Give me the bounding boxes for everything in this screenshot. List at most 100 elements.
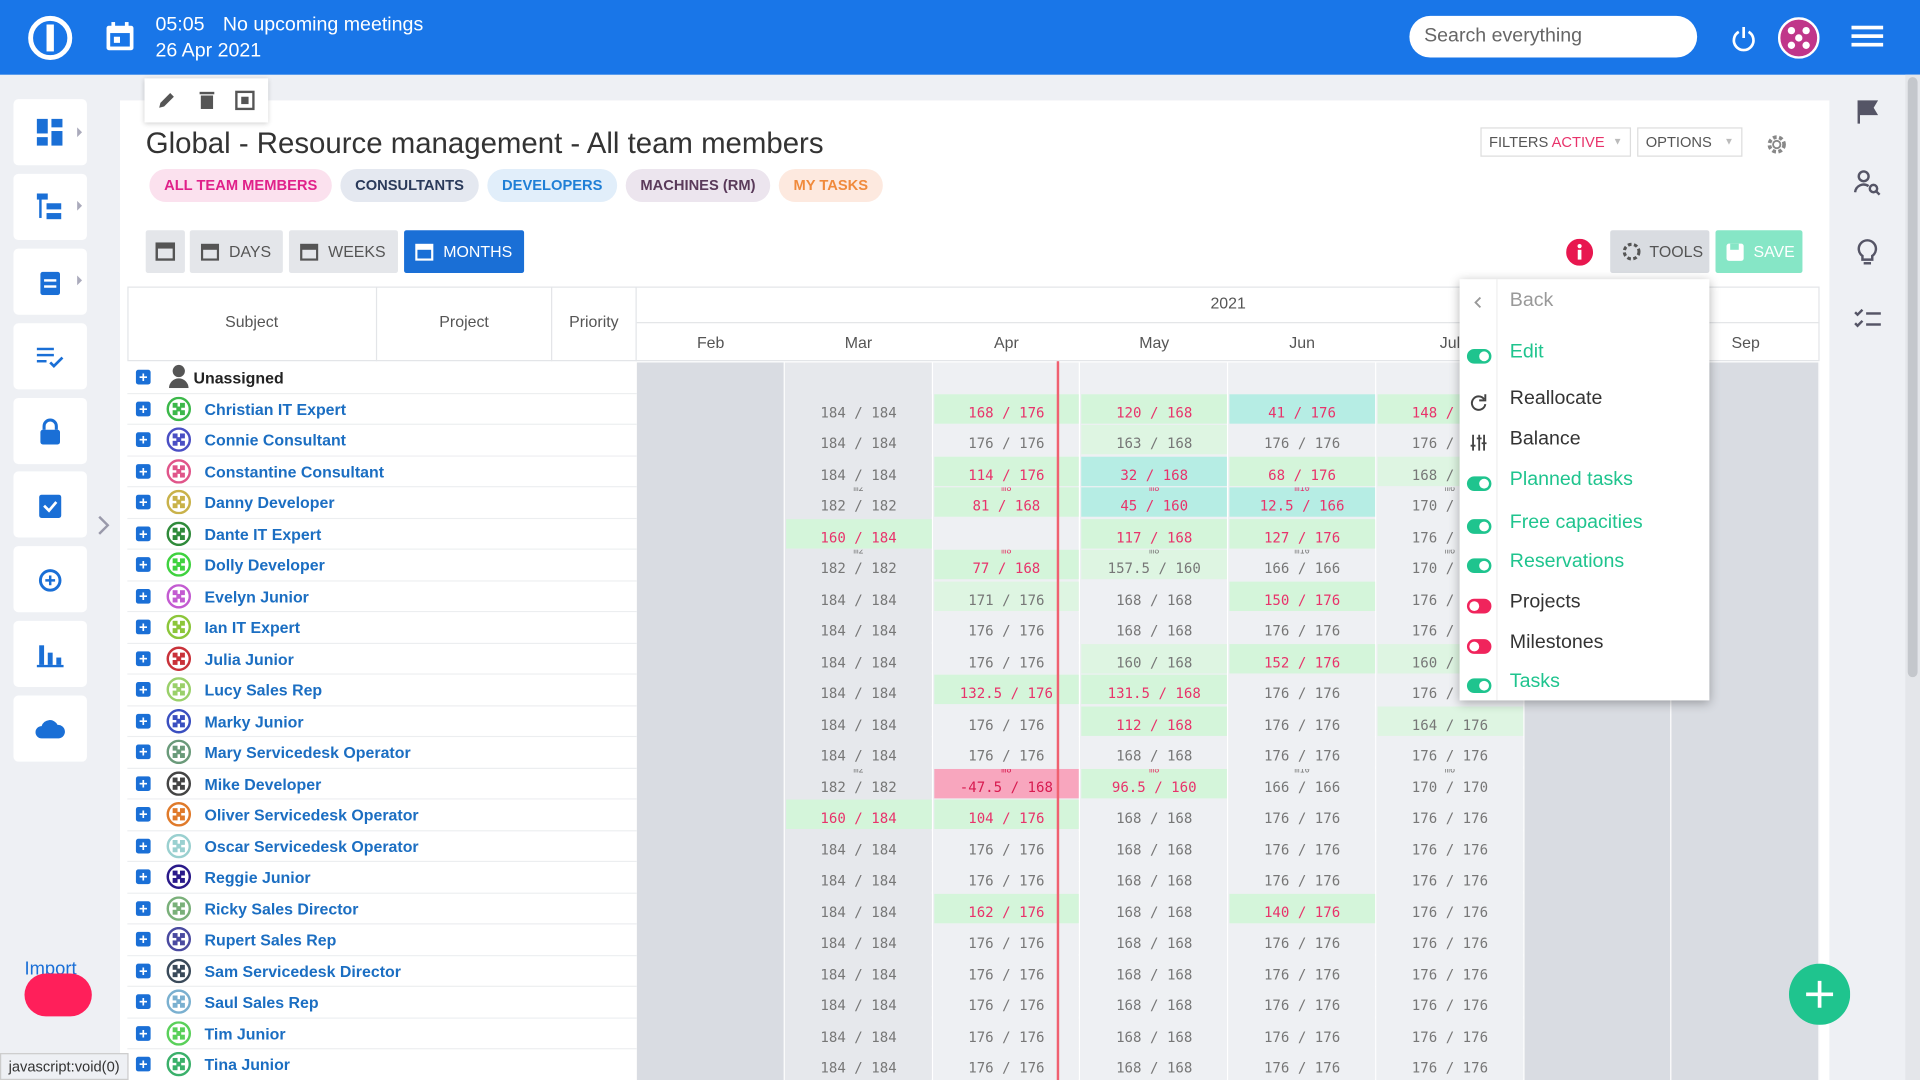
logo[interactable] — [27, 15, 74, 62]
filter-tab[interactable]: MY TASKS — [778, 168, 883, 203]
member-name[interactable]: Ricky Sales Director — [204, 899, 359, 918]
expand-button[interactable]: + — [135, 806, 151, 822]
member-name[interactable]: Marky Junior — [204, 712, 304, 731]
expand-button[interactable]: + — [135, 713, 151, 728]
power-icon[interactable] — [1730, 24, 1757, 52]
add-button[interactable] — [1788, 963, 1851, 1025]
search-box[interactable]: Search everything — [1409, 15, 1698, 58]
nav-checklist[interactable] — [13, 323, 87, 390]
nav-reports[interactable] — [13, 620, 87, 687]
expand-button[interactable]: + — [135, 682, 151, 697]
expand-button[interactable]: + — [135, 775, 151, 790]
member-name[interactable]: Tina Junior — [204, 1055, 290, 1074]
menu-item[interactable]: Planned tasks — [1509, 468, 1633, 490]
member-name[interactable]: Rupert Sales Rep — [204, 930, 337, 949]
member-name[interactable]: Tim Junior — [204, 1024, 286, 1043]
nav-projects[interactable] — [13, 173, 87, 240]
member-name[interactable]: Mike Developer — [204, 774, 322, 793]
expand-button[interactable]: + — [135, 900, 151, 916]
member-name[interactable]: Evelyn Junior — [204, 587, 309, 606]
nav-alarm[interactable] — [13, 546, 87, 613]
view-button[interactable]: DAYS — [189, 230, 284, 274]
menu-back[interactable]: Back — [1509, 290, 1554, 312]
nav-tasks[interactable] — [13, 248, 87, 315]
member-name[interactable]: Sam Servicedesk Director — [204, 961, 401, 981]
calendar-button[interactable] — [145, 230, 185, 274]
expand-button[interactable]: + — [135, 931, 151, 947]
calendar-icon[interactable] — [104, 21, 136, 53]
menu-item[interactable]: Free capacities — [1509, 511, 1643, 533]
expand-button[interactable]: + — [135, 963, 151, 978]
member-name[interactable]: Dante IT Expert — [204, 524, 322, 544]
settings-icon[interactable] — [1766, 133, 1788, 155]
toggle[interactable] — [1466, 678, 1492, 694]
toggle[interactable] — [1466, 519, 1492, 534]
member-name[interactable]: Ian IT Expert — [204, 618, 301, 637]
member-name[interactable]: Christian IT Expert — [204, 399, 347, 419]
toggle[interactable] — [1466, 639, 1492, 654]
toggle[interactable] — [1466, 558, 1492, 574]
expand-button[interactable]: + — [135, 401, 151, 416]
menu-item[interactable]: Projects — [1509, 591, 1581, 613]
info-icon[interactable] — [1566, 238, 1594, 266]
menu-item[interactable]: Reservations — [1509, 551, 1625, 572]
filter-tab[interactable]: DEVELOPERS — [487, 168, 618, 203]
expand-button[interactable]: + — [135, 619, 151, 635]
save-button[interactable]: SAVE — [1715, 230, 1803, 274]
tools-button[interactable]: TOOLS — [1610, 230, 1710, 274]
idea-icon[interactable] — [1855, 236, 1879, 265]
user-avatar[interactable] — [1777, 17, 1820, 59]
menu-item[interactable]: Tasks — [1509, 671, 1560, 692]
member-name[interactable]: Julia Junior — [204, 649, 294, 668]
expand-button[interactable]: + — [135, 432, 151, 447]
help-button[interactable] — [24, 973, 92, 1017]
expand-button[interactable]: + — [135, 588, 151, 604]
nav-cloud[interactable] — [13, 695, 87, 762]
expand-button[interactable]: + — [135, 838, 151, 853]
user-search-icon[interactable] — [1853, 168, 1882, 197]
member-name[interactable]: Connie Consultant — [204, 431, 346, 450]
scrollbar[interactable] — [1905, 74, 1920, 1080]
expand-button[interactable]: + — [135, 1056, 151, 1072]
edit-icon[interactable] — [157, 91, 177, 111]
toggle[interactable] — [1466, 476, 1492, 492]
nav-dashboard[interactable] — [13, 99, 87, 166]
nav-lock[interactable] — [13, 397, 87, 465]
expand-button[interactable]: + — [135, 650, 151, 666]
toggle[interactable] — [1466, 348, 1492, 364]
menu-icon[interactable] — [1851, 23, 1884, 50]
member-name[interactable]: Reggie Junior — [204, 868, 311, 887]
options-button[interactable]: OPTIONS ▼ — [1637, 127, 1743, 157]
expand-button[interactable]: + — [135, 869, 151, 885]
member-name[interactable]: Mary Servicedesk Operator — [204, 743, 411, 762]
member-name[interactable]: Saul Sales Rep — [204, 993, 319, 1012]
list-icon[interactable] — [1853, 307, 1882, 331]
expand-button[interactable]: + — [135, 494, 151, 510]
menu-item[interactable]: Reallocate — [1509, 388, 1603, 409]
back-arrow[interactable] — [1473, 295, 1483, 310]
expand-button[interactable]: + — [135, 744, 151, 760]
member-name[interactable]: Danny Developer — [204, 493, 335, 512]
toggle[interactable] — [1466, 598, 1492, 614]
flag-icon[interactable] — [1854, 98, 1881, 125]
menu-item[interactable]: Edit — [1509, 341, 1544, 363]
filters-button[interactable]: FILTERS ACTIVE ▼ — [1480, 127, 1632, 157]
expand-button[interactable]: + — [135, 525, 151, 541]
member-name[interactable]: Oscar Servicedesk Operator — [204, 836, 419, 856]
filter-tab[interactable]: CONSULTANTS — [340, 168, 479, 203]
delete-icon[interactable] — [197, 91, 217, 111]
filter-tab[interactable]: ALL TEAM MEMBERS — [149, 168, 332, 203]
view-button[interactable]: WEEKS — [288, 230, 398, 274]
member-name[interactable]: Constantine Consultant — [204, 462, 385, 481]
layout-icon[interactable] — [235, 90, 255, 111]
expand-button[interactable]: + — [135, 1025, 151, 1041]
member-name[interactable]: Oliver Servicedesk Operator — [204, 805, 419, 825]
member-name[interactable]: Dolly Developer — [204, 555, 325, 575]
expand-button[interactable]: + — [135, 369, 151, 385]
expand-button[interactable]: + — [135, 463, 151, 479]
view-button[interactable]: MONTHS — [404, 230, 525, 274]
expand-button[interactable]: + — [135, 994, 151, 1009]
menu-item[interactable]: Balance — [1509, 428, 1581, 450]
filter-tab[interactable]: MACHINES (RM) — [625, 168, 771, 203]
expand-sidebar[interactable] — [96, 514, 113, 536]
